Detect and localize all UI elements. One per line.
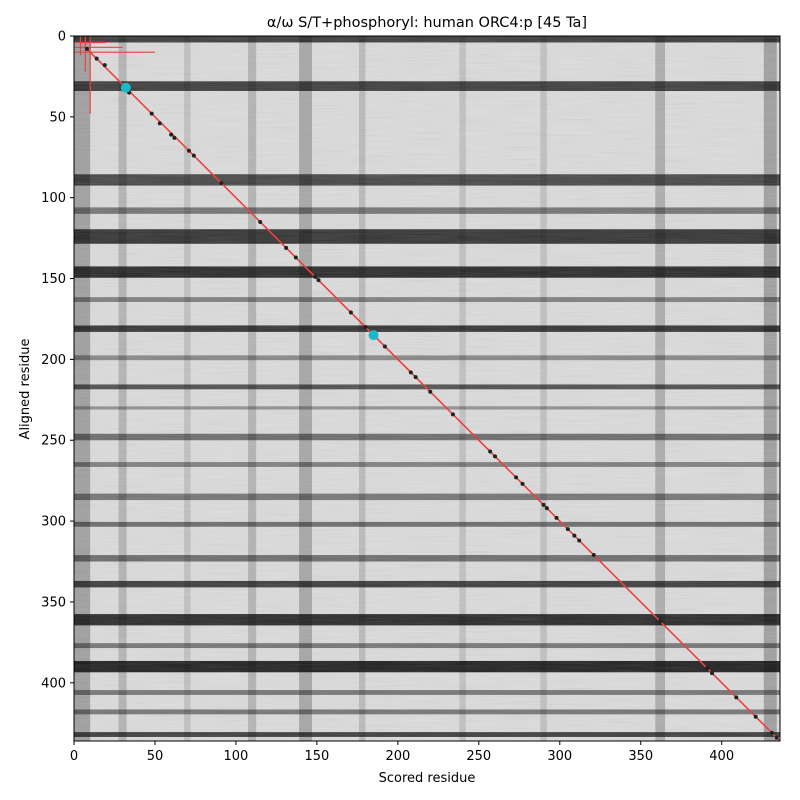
- highlight-point-0: [120, 82, 131, 93]
- alignment-point-6: [169, 132, 174, 137]
- alignment-point-14: [313, 274, 318, 279]
- alignment-point-0: [84, 46, 89, 51]
- alignment-point-40: [774, 735, 779, 740]
- alignment-point-39: [769, 730, 774, 735]
- alignment-point-38: [753, 714, 758, 719]
- alignment-point-32: [577, 538, 582, 543]
- alignment-point-18: [382, 344, 387, 349]
- alignment-point-7: [172, 135, 177, 140]
- alignment-point-11: [258, 219, 263, 224]
- y-tick-label-0: 0: [58, 30, 66, 45]
- y-tick-label-300: 300: [41, 515, 66, 530]
- y-tick-label-150: 150: [41, 272, 66, 287]
- alignment-point-27: [541, 502, 546, 507]
- alignment-point-31: [572, 533, 577, 538]
- alignment-point-13: [293, 255, 298, 260]
- alignment-point-25: [514, 475, 519, 480]
- alignment-point-16: [348, 310, 353, 315]
- x-tick-label-300: 300: [547, 749, 572, 764]
- y-tick-label-250: 250: [41, 434, 66, 449]
- alignment-point-15: [316, 278, 321, 283]
- chart-title: α/ω S/T+phosphoryl: human ORC4:p [45 Ta]: [267, 15, 587, 31]
- y-axis-label: Aligned residue: [18, 339, 33, 440]
- highlight-point-1: [368, 330, 379, 341]
- alignment-point-19: [408, 370, 413, 375]
- plot-area: [74, 36, 780, 741]
- alignment-point-26: [520, 481, 525, 486]
- x-tick-label-400: 400: [709, 749, 734, 764]
- alignment-point-12: [284, 245, 289, 250]
- alignment-point-29: [554, 515, 559, 520]
- alignment-point-33: [591, 553, 596, 558]
- y-axis-ticks: 0 50 100 150 200 250 300 350 400: [41, 30, 74, 691]
- alignment-point-9: [191, 153, 196, 158]
- alignment-point-21: [428, 389, 433, 394]
- alignment-point-4: [149, 111, 154, 116]
- x-tick-label-100: 100: [224, 749, 249, 764]
- alignment-point-8: [186, 148, 191, 153]
- x-axis-label: Scored residue: [379, 771, 476, 786]
- alignment-point-5: [157, 121, 162, 126]
- alignment-point-1: [94, 56, 99, 61]
- x-tick-label-0: 0: [70, 749, 78, 764]
- alignment-points: [84, 46, 779, 740]
- y-tick-label-200: 200: [41, 353, 66, 368]
- y-tick-label-350: 350: [41, 595, 66, 610]
- x-tick-label-200: 200: [385, 749, 410, 764]
- alignment-point-28: [544, 506, 549, 511]
- alignment-point-36: [709, 671, 714, 676]
- alignment-point-34: [658, 619, 663, 624]
- alignment-point-37: [734, 695, 739, 700]
- alignment-diagonal-line: [86, 48, 780, 741]
- x-tick-label-50: 50: [147, 749, 164, 764]
- alignment-point-23: [488, 449, 493, 454]
- highlight-points: [120, 82, 379, 341]
- x-axis-ticks: 0 50 100 150 200 250 300 350 400: [70, 741, 734, 764]
- plot-frame: [73, 35, 781, 742]
- alignment-point-2: [102, 63, 107, 68]
- alignment-point-17: [363, 325, 368, 330]
- alignment-point-10: [219, 181, 224, 186]
- alignment-point-24: [493, 454, 498, 459]
- y-tick-label-50: 50: [49, 110, 66, 125]
- x-tick-label-250: 250: [466, 749, 491, 764]
- corner-lines: [74, 36, 155, 114]
- y-tick-label-100: 100: [41, 191, 66, 206]
- x-tick-label-350: 350: [628, 749, 653, 764]
- y-tick-label-400: 400: [41, 676, 66, 691]
- alignment-point-35: [705, 666, 710, 671]
- alignment-point-22: [450, 412, 455, 417]
- x-tick-label-150: 150: [304, 749, 329, 764]
- alignment-point-20: [413, 375, 418, 380]
- alignment-point-30: [565, 527, 570, 532]
